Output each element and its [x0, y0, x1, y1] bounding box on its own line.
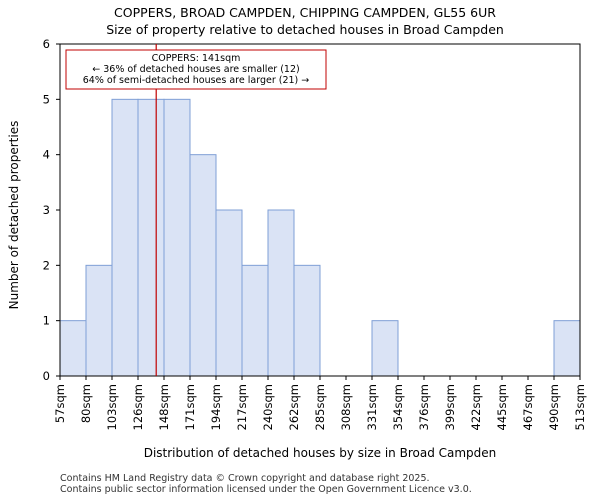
chart-title: COPPERS, BROAD CAMPDEN, CHIPPING CAMPDEN… [114, 5, 496, 20]
chart-subtitle: Size of property relative to detached ho… [106, 22, 504, 37]
x-tick-label: 331sqm [365, 384, 379, 430]
histogram-bar [85, 264, 113, 377]
x-axis-ticks: 57sqm 80sqm 103sqm 126sqm 148sqm 171sqm 194sqm… [53, 376, 587, 430]
histogram-bar [111, 98, 139, 377]
x-tick-label: 217sqm [235, 384, 249, 430]
x-tick-label: 148sqm [157, 384, 171, 430]
annotation-line-2: ← 36% of detached houses are smaller (12… [92, 64, 299, 75]
x-tick-label: 57sqm [53, 384, 67, 423]
x-tick-label: 490sqm [547, 384, 561, 430]
annotation-line-1: COPPERS: 141sqm [152, 53, 241, 64]
x-tick-label: 80sqm [79, 384, 93, 423]
x-tick-label: 513sqm [573, 384, 587, 430]
histogram-bar [215, 209, 243, 377]
histogram-bar [371, 320, 399, 377]
y-tick-label: 2 [43, 258, 50, 272]
histogram-bar [553, 320, 581, 377]
y-axis-label: Number of detached properties [7, 121, 21, 310]
histogram-bar [137, 98, 165, 377]
x-tick-label: 126sqm [131, 384, 145, 430]
annotation-frame [65, 49, 327, 90]
x-tick-label: 262sqm [287, 384, 301, 430]
x-tick-label: 285sqm [313, 384, 327, 430]
y-tick-label: 0 [43, 369, 50, 383]
annotation-line-3: 64% of semi-detached houses are larger (… [83, 75, 310, 86]
histogram-bar [241, 264, 269, 377]
y-axis-ticks: 0 1 2 3 4 5 6 [43, 37, 60, 383]
bars-group [59, 98, 581, 377]
x-tick-label: 445sqm [495, 384, 509, 430]
footer-line-2: Contains public sector information licen… [60, 484, 472, 495]
histogram-bar [163, 98, 191, 377]
histogram-bar [267, 209, 295, 377]
histogram-bar [293, 264, 321, 377]
footer-line-1: Contains HM Land Registry data © Crown c… [60, 473, 430, 484]
y-tick-label: 5 [43, 92, 50, 106]
histogram-bar [189, 154, 217, 377]
x-tick-label: 467sqm [521, 384, 535, 430]
x-tick-label: 399sqm [443, 384, 457, 430]
x-tick-label: 308sqm [339, 384, 353, 430]
x-tick-label: 240sqm [261, 384, 275, 430]
x-tick-label: 422sqm [469, 384, 483, 430]
x-tick-label: 194sqm [209, 384, 223, 430]
x-tick-label: 376sqm [417, 384, 431, 430]
x-tick-label: 171sqm [183, 384, 197, 430]
x-axis-label: Distribution of detached houses by size … [144, 446, 497, 460]
x-tick-label: 103sqm [105, 384, 119, 430]
x-tick-label: 354sqm [391, 384, 405, 430]
y-tick-label: 3 [43, 203, 50, 217]
y-tick-label: 6 [43, 37, 50, 51]
y-tick-label: 4 [43, 148, 50, 162]
y-tick-label: 1 [43, 314, 50, 328]
annotation-box: COPPERS: 141sqm ← 36% of detached houses… [65, 49, 327, 90]
histogram-bar [59, 320, 87, 377]
